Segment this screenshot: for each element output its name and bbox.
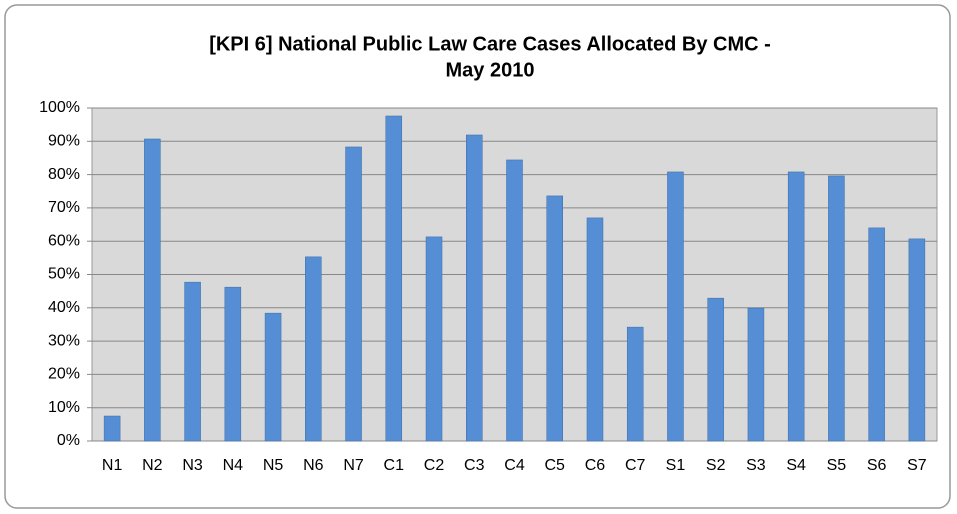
chart-title: May 2010 xyxy=(446,59,535,81)
bar xyxy=(868,227,885,442)
bar xyxy=(586,217,604,442)
bar xyxy=(345,146,362,442)
x-tick-label: N3 xyxy=(182,457,203,474)
x-tick-label: C3 xyxy=(464,457,485,474)
x-tick-label: C1 xyxy=(384,457,405,474)
bar xyxy=(626,326,644,442)
x-tick-label: S5 xyxy=(827,457,847,474)
bar xyxy=(787,171,805,442)
x-tick-label: N1 xyxy=(102,457,123,474)
x-tick-label: C4 xyxy=(504,457,525,474)
bar xyxy=(264,312,282,442)
y-tick-label: 0% xyxy=(57,432,80,449)
chart-title: [KPI 6] National Public Law Care Cases A… xyxy=(209,33,771,55)
y-tick-label: 30% xyxy=(48,332,80,349)
x-tick-label: N4 xyxy=(223,457,244,474)
x-tick-label: S3 xyxy=(746,457,766,474)
bar xyxy=(828,175,845,442)
y-tick-label: 80% xyxy=(48,166,80,183)
bar xyxy=(908,238,926,442)
bar xyxy=(184,281,201,442)
y-tick-label: 50% xyxy=(48,266,80,283)
bar xyxy=(103,415,121,442)
x-tick-label: N2 xyxy=(142,457,163,474)
x-tick-label: N7 xyxy=(343,457,364,474)
bar xyxy=(707,297,724,442)
y-tick-label: 90% xyxy=(48,133,80,150)
x-tick-label: S2 xyxy=(706,457,726,474)
bar xyxy=(747,307,765,442)
x-tick-label: C6 xyxy=(585,457,606,474)
bar xyxy=(546,195,563,442)
bar xyxy=(305,256,322,442)
x-tick-label: N6 xyxy=(303,457,324,474)
x-tick-label: C5 xyxy=(545,457,566,474)
bar xyxy=(466,134,483,442)
y-tick-label: 10% xyxy=(48,399,80,416)
x-tick-label: S6 xyxy=(867,457,887,474)
bar xyxy=(144,138,161,442)
bar xyxy=(667,171,684,442)
bar xyxy=(385,115,403,442)
x-tick-label: S1 xyxy=(666,457,686,474)
y-tick-label: 100% xyxy=(39,99,80,116)
x-tick-label: S4 xyxy=(786,457,806,474)
y-tick-label: 40% xyxy=(48,299,80,316)
bar xyxy=(224,286,242,442)
bar xyxy=(506,159,523,442)
y-tick-label: 60% xyxy=(48,232,80,249)
x-tick-label: N5 xyxy=(263,457,284,474)
x-tick-label: C2 xyxy=(424,457,445,474)
bar xyxy=(425,236,443,442)
y-tick-label: 20% xyxy=(48,366,80,383)
x-tick-label: C7 xyxy=(625,457,646,474)
x-tick-label: S7 xyxy=(907,457,927,474)
y-tick-label: 70% xyxy=(48,199,80,216)
